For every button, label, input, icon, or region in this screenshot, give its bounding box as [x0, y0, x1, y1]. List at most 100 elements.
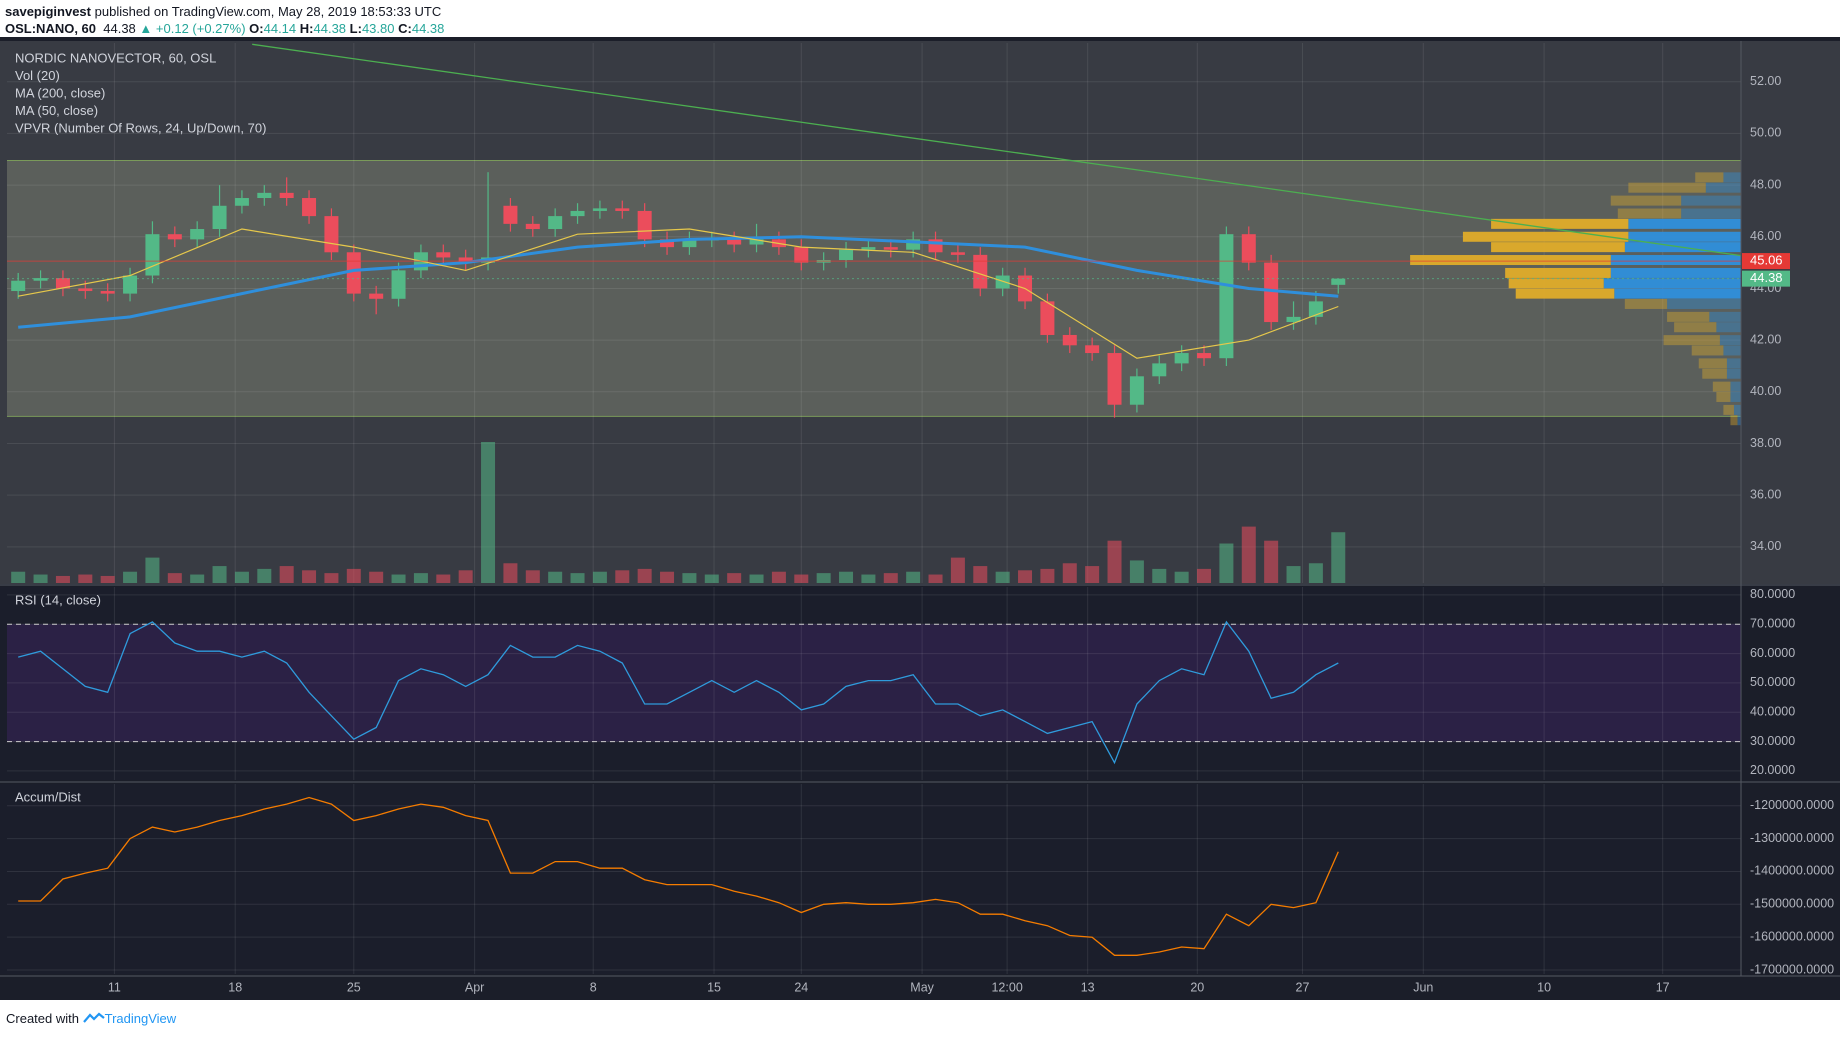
- candle-body: [324, 216, 339, 253]
- vpvr-down: [1491, 242, 1625, 253]
- volume-bar: [145, 557, 160, 583]
- candle-body: [1085, 345, 1100, 354]
- volume-bar: [257, 568, 272, 583]
- candle-body: [1107, 353, 1122, 405]
- change-text: +0.12 (+0.27%): [155, 21, 246, 36]
- candle-body: [995, 275, 1010, 289]
- candle-body: [1264, 262, 1279, 323]
- volume-bar: [548, 571, 563, 583]
- author[interactable]: savepiginvest: [5, 4, 91, 19]
- x-tick-label: 24: [794, 980, 808, 994]
- candle-body: [78, 288, 93, 292]
- change: ▲ +0.12 (+0.27%): [139, 21, 246, 36]
- volume-bar: [928, 574, 943, 583]
- vpvr-up: [1726, 368, 1741, 379]
- y-tick-label: -1400000.0000: [1750, 864, 1834, 878]
- header: savepiginvest published on TradingView.c…: [5, 3, 444, 37]
- volume-bar: [883, 573, 898, 583]
- vpvr-up: [1610, 255, 1741, 266]
- vpvr-up: [1628, 218, 1741, 229]
- vpvr-up: [1719, 335, 1741, 346]
- x-tick-label: 15: [707, 980, 721, 994]
- y-tick-label: -1500000.0000: [1750, 897, 1834, 911]
- symbol: OSL:NANO, 60: [5, 21, 97, 36]
- pane-title: Accum/Dist: [15, 789, 81, 804]
- vpvr-up: [1628, 231, 1741, 242]
- vpvr-down: [1691, 345, 1724, 356]
- vpvr-down: [1723, 404, 1734, 415]
- vpvr-up: [1716, 322, 1741, 333]
- vpvr-down: [1663, 335, 1720, 346]
- volume-bar: [190, 574, 205, 583]
- candle-body: [592, 208, 607, 211]
- volume-bar: [1241, 526, 1256, 583]
- volume-bar: [458, 570, 473, 583]
- footer: Created with TradingView: [6, 1011, 176, 1026]
- x-tick-label: 17: [1656, 980, 1670, 994]
- candle-body: [123, 275, 138, 294]
- price-label-box: [1742, 270, 1790, 287]
- y-tick-label: 50.0000: [1750, 675, 1795, 689]
- vpvr-down: [1695, 172, 1724, 183]
- volume-bar: [279, 566, 294, 583]
- volume-bar: [1308, 563, 1323, 583]
- volume-bar: [1331, 532, 1346, 583]
- footer-text: Created with: [6, 1011, 79, 1026]
- chart-title: NORDIC NANOVECTOR, 60, OSL: [15, 50, 216, 65]
- volume-bar: [1152, 568, 1167, 583]
- y-tick-label: 34.00: [1750, 539, 1781, 553]
- y-tick-label: 38.00: [1750, 436, 1781, 450]
- volume-bar: [436, 574, 451, 583]
- candle-body: [794, 247, 809, 263]
- candle-body: [458, 257, 473, 263]
- candle-body: [1040, 301, 1055, 335]
- volume-bar: [682, 573, 697, 583]
- volume-bar: [1085, 566, 1100, 583]
- candle-body: [145, 234, 160, 276]
- candle-body: [279, 192, 294, 199]
- vpvr-down: [1730, 415, 1738, 426]
- y-tick-label: 70.0000: [1750, 617, 1795, 631]
- quote-label: L:: [349, 21, 362, 36]
- quote-value: 44.14: [263, 21, 297, 36]
- volume-bar: [1286, 566, 1301, 583]
- volume-bar: [771, 571, 786, 583]
- volume-bar: [55, 575, 70, 583]
- vpvr-up: [1667, 298, 1741, 309]
- volume-bar: [391, 574, 406, 583]
- candle-body: [727, 239, 742, 245]
- candle-body: [369, 293, 384, 299]
- volume-bar: [1219, 543, 1234, 583]
- x-tick-label: 11: [108, 980, 121, 994]
- y-tick-label: 30.0000: [1750, 734, 1795, 748]
- candle-body: [615, 208, 630, 211]
- candle-body: [1129, 376, 1144, 405]
- vpvr-up: [1681, 208, 1741, 219]
- volume-bar: [346, 568, 361, 583]
- quote-label: O:: [249, 21, 264, 36]
- price-label: 45.06: [1750, 253, 1783, 268]
- candle-body: [1152, 363, 1167, 377]
- volume-bar: [1129, 560, 1144, 583]
- y-tick-label: -1300000.0000: [1750, 831, 1834, 845]
- volume-bar: [1174, 571, 1189, 583]
- y-tick-label: 36.00: [1750, 487, 1781, 501]
- volume-bar: [794, 574, 809, 583]
- candle-body: [839, 249, 854, 261]
- vpvr-up: [1723, 172, 1741, 183]
- footer-brand[interactable]: TradingView: [104, 1011, 177, 1026]
- x-tick-label: Jun: [1413, 980, 1433, 994]
- vpvr-down: [1515, 288, 1615, 299]
- back-layer: [7, 160, 1741, 743]
- x-tick-label: 18: [228, 980, 242, 994]
- vpvr-up: [1723, 345, 1741, 356]
- vpvr-down: [1702, 368, 1727, 379]
- vpvr-up: [1681, 195, 1741, 206]
- published: published on TradingView.com, May 28, 20…: [94, 4, 442, 19]
- vpvr-down: [1712, 381, 1731, 392]
- volume-bar: [167, 573, 182, 583]
- indicator-line: [18, 620, 1339, 765]
- legend-entry: VPVR (Number Of Rows, 24, Up/Down, 70): [15, 120, 266, 135]
- volume-bar: [1062, 563, 1077, 583]
- candle-body: [525, 223, 540, 230]
